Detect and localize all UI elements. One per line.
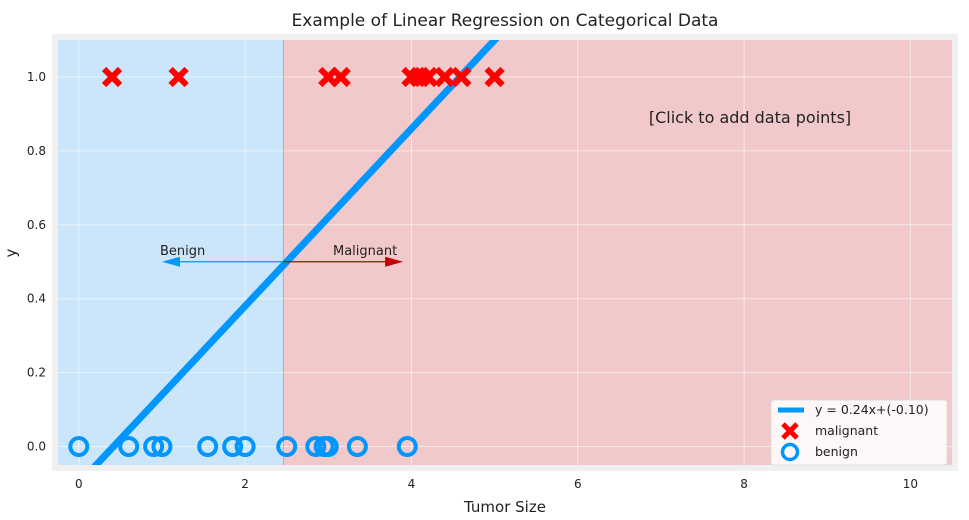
click-hint[interactable]: [Click to add data points] xyxy=(649,108,851,127)
y-axis-label: y xyxy=(2,248,20,257)
legend-benign-label: benign xyxy=(815,444,858,459)
x-tick-label: 4 xyxy=(408,477,416,491)
y-tick-label: 0.2 xyxy=(27,366,46,380)
y-tick-label: 0.8 xyxy=(27,144,46,158)
x-tick-label: 6 xyxy=(574,477,582,491)
chart-title: Example of Linear Regression on Categori… xyxy=(292,11,719,31)
y-tick-label: 1.0 xyxy=(27,70,46,84)
x-tick-label: 8 xyxy=(740,477,748,491)
y-tick-labels: 0.0 0.2 0.4 0.6 0.8 1.0 xyxy=(27,70,46,454)
legend: y = 0.24x+(-0.10) malignant benign xyxy=(771,400,947,465)
benign-annotation: Benign xyxy=(160,244,205,259)
y-tick-label: 0.6 xyxy=(27,218,46,232)
legend-malignant-label: malignant xyxy=(815,423,878,438)
malignant-annotation: Malignant xyxy=(333,244,397,259)
x-tick-label: 2 xyxy=(241,477,249,491)
x-tick-label: 0 xyxy=(75,477,83,491)
x-tick-label: 10 xyxy=(903,477,918,491)
legend-line-label: y = 0.24x+(-0.10) xyxy=(815,402,929,417)
x-tick-labels: 0 2 4 6 8 10 xyxy=(75,477,918,491)
y-tick-label: 0.0 xyxy=(27,440,46,454)
y-tick-label: 0.4 xyxy=(27,292,46,306)
x-axis-label: Tumor Size xyxy=(463,498,546,516)
